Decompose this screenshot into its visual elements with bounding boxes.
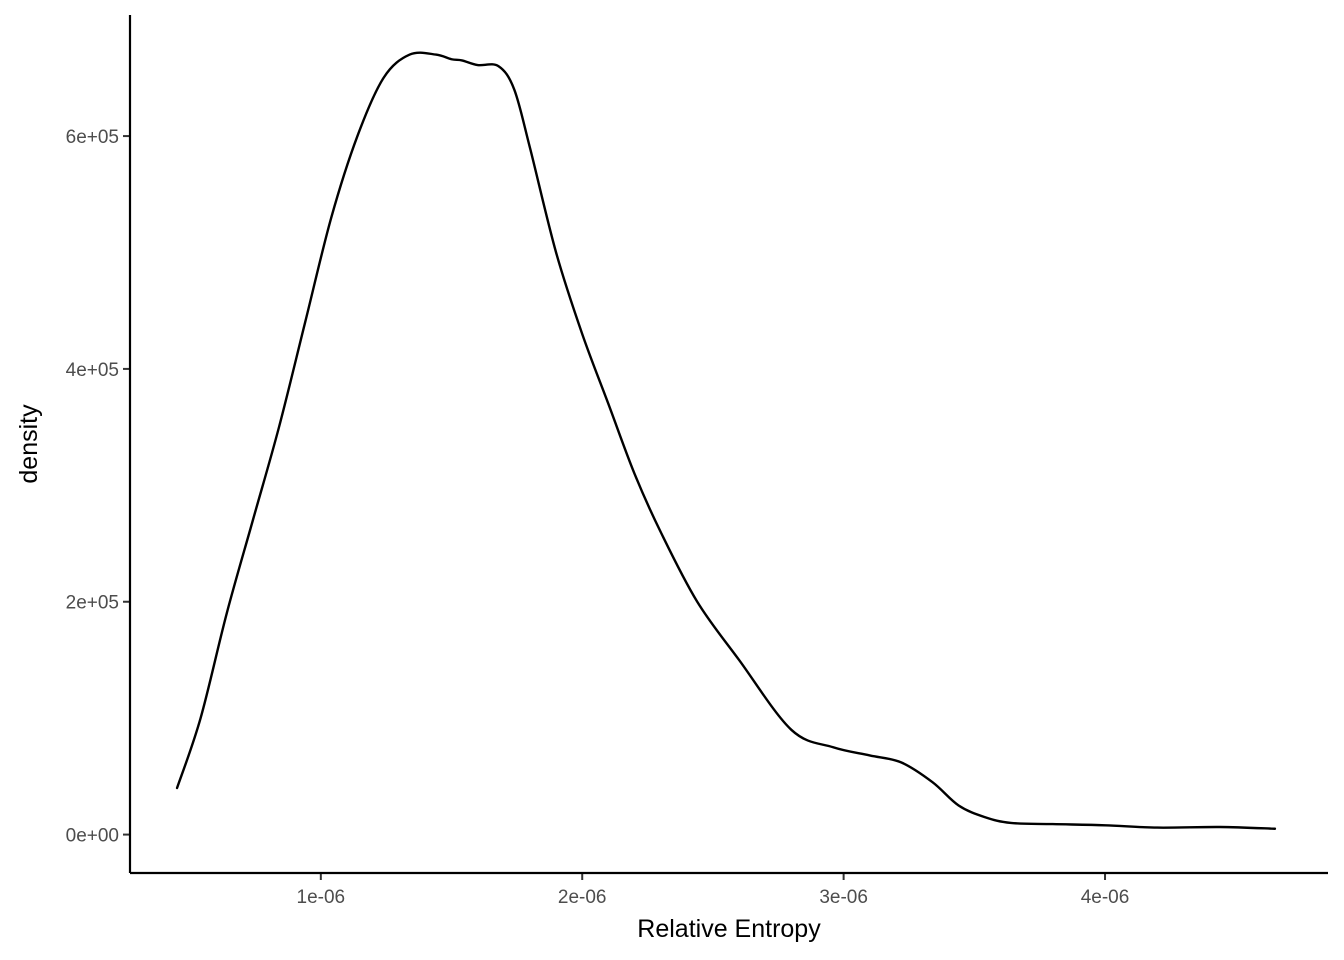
x-tick-label: 4e-06 (1081, 887, 1130, 908)
y-axis-title: density (15, 404, 43, 484)
x-axis-title: Relative Entropy (637, 915, 821, 943)
x-tick-label: 2e-06 (558, 887, 607, 908)
x-tick-label: 1e-06 (297, 887, 346, 908)
y-tick-label: 2e+05 (66, 593, 119, 614)
y-tick-label: 0e+00 (66, 826, 119, 847)
x-axis-ticks: 1e-06 2e-06 3e-06 4e-06 (297, 873, 1130, 908)
y-tick-label: 4e+05 (66, 360, 119, 381)
density-series-line (175, 51, 1277, 830)
y-axis-ticks: 0e+00 2e+05 4e+05 6e+05 (66, 127, 130, 847)
x-tick-label: 3e-06 (819, 887, 868, 908)
y-tick-label: 6e+05 (66, 127, 119, 148)
